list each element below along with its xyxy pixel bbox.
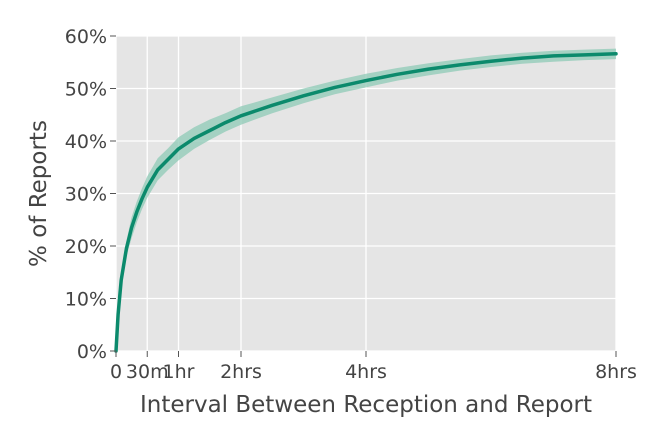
y-tick-label: 50% — [65, 79, 107, 101]
y-ticks: 0% 10% 20% 30% 40% 50% 60% — [65, 26, 116, 363]
y-tick-label: 10% — [65, 289, 107, 311]
x-tick-label: 30m — [126, 361, 169, 383]
confidence-bands — [116, 48, 616, 351]
y-tick-label: 40% — [65, 131, 107, 153]
x-tick-label: 1hr — [163, 361, 195, 383]
y-tick-label: 30% — [65, 184, 107, 206]
series-line — [114, 52, 618, 353]
x-tick-label: 0 — [110, 361, 122, 383]
series-lines — [114, 52, 618, 353]
y-tick-label: 20% — [65, 236, 107, 258]
x-tick-label: 2hrs — [220, 361, 262, 383]
x-tick-label: 4hrs — [345, 361, 387, 383]
x-axis-label: Interval Between Reception and Report — [140, 392, 592, 418]
y-tick-label: 60% — [65, 26, 107, 48]
x-tick-label: 8hrs — [595, 361, 637, 383]
y-tick-label: 0% — [77, 341, 107, 363]
confidence-band — [116, 48, 616, 351]
y-axis-label: % of Reports — [26, 120, 52, 267]
